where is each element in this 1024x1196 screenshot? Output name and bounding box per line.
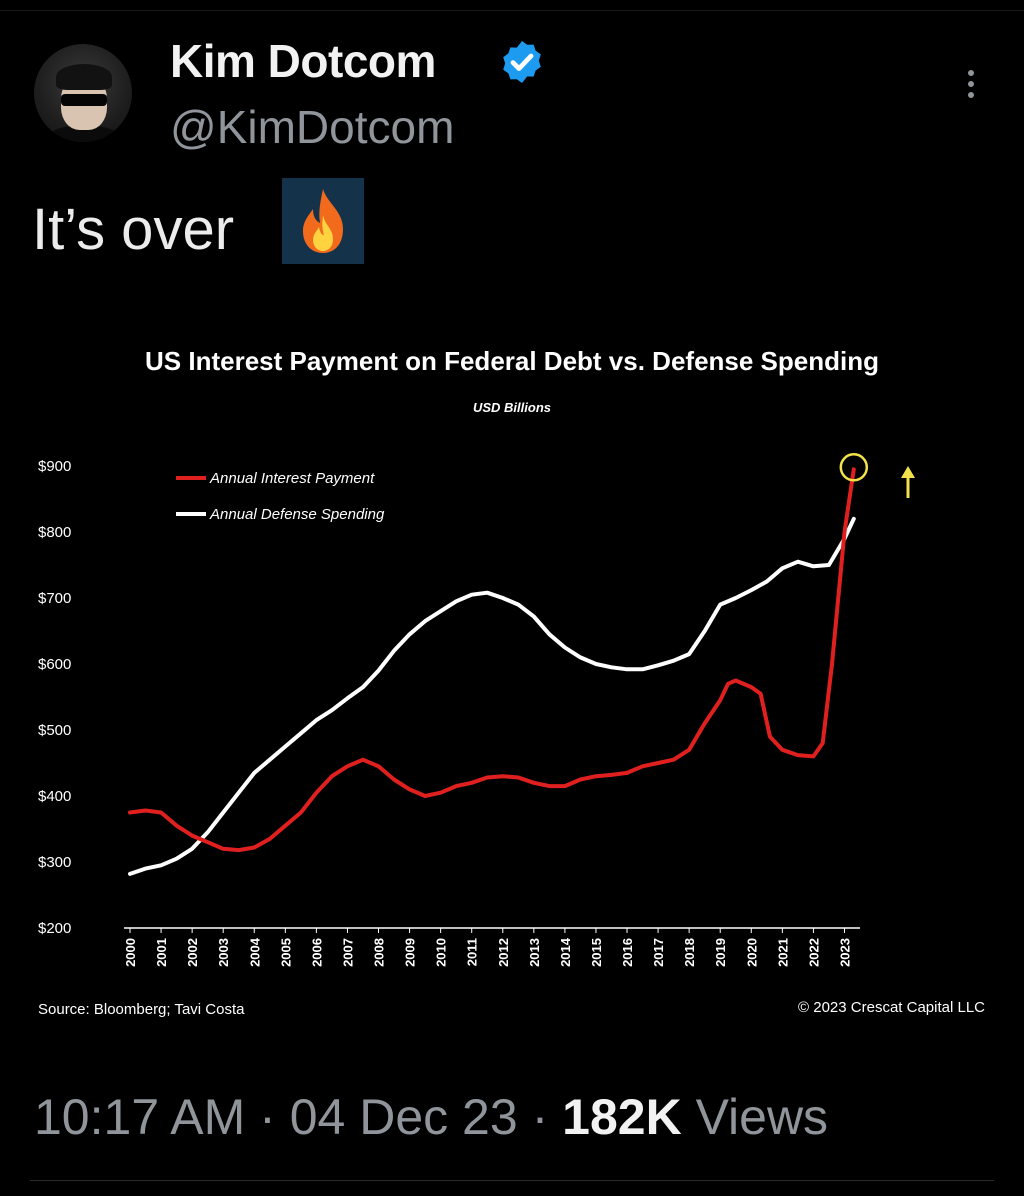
series-line-defense — [128, 516, 856, 876]
x-tick-label: 2009 — [403, 938, 418, 967]
up-arrow-icon — [901, 466, 915, 498]
y-tick-label: $800 — [38, 524, 71, 541]
more-dot — [968, 92, 974, 98]
views-count: 182K — [562, 1089, 682, 1145]
fire-emoji-icon — [282, 178, 364, 264]
timestamp-date: 04 Dec 23 — [289, 1089, 518, 1145]
more-dot — [968, 81, 974, 87]
verified-badge-icon — [503, 41, 541, 83]
timestamp-time: 10:17 AM — [34, 1089, 246, 1145]
avatar-body-shape — [44, 126, 124, 142]
series-line-interest — [128, 467, 856, 853]
up-arrow-head — [901, 466, 915, 478]
x-tick-label: 2006 — [309, 938, 324, 967]
peak-highlight-circle — [839, 453, 869, 482]
y-tick-label: $400 — [38, 788, 71, 805]
x-tick-label: 2007 — [340, 938, 355, 967]
legend-label-interest: Annual Interest Payment — [209, 470, 375, 487]
y-tick-label: $200 — [38, 920, 71, 937]
x-tick-label: 2005 — [278, 938, 293, 967]
tweet-timestamp[interactable]: 10:17 AM · 04 Dec 23 · 182K Views — [34, 1088, 828, 1146]
interest-vs-defense-chart: US Interest Payment on Federal Debt vs. … — [38, 346, 985, 1018]
y-axis: $900 $800 $700 $600 $500 $400 $300 $200 — [38, 458, 71, 937]
y-tick-label: $300 — [38, 854, 71, 871]
chart-legend: Annual Interest Payment Annual Defense S… — [176, 470, 385, 523]
more-options-icon[interactable] — [962, 70, 980, 106]
chart-title: US Interest Payment on Federal Debt vs. … — [145, 346, 879, 376]
views-separator: · — [531, 1089, 549, 1145]
series-lines — [128, 467, 856, 876]
legend-label-defense: Annual Defense Spending — [209, 506, 385, 523]
x-tick-label: 2011 — [465, 938, 480, 966]
chart-source: Source: Bloomberg; Tavi Costa — [38, 1001, 245, 1018]
verified-check-shape — [510, 53, 534, 71]
chart-subtitle: USD Billions — [473, 400, 551, 415]
flame-inner-shape — [313, 215, 333, 251]
x-tick-label: 2021 — [775, 938, 790, 967]
x-tick-label: 2023 — [837, 938, 852, 967]
display-name[interactable]: Kim Dotcom — [170, 35, 436, 87]
user-handle[interactable]: @KimDotcom — [170, 101, 455, 153]
x-tick-label: 2015 — [589, 938, 604, 967]
avatar-glasses-shape — [61, 94, 107, 106]
x-tick-label: 2010 — [434, 938, 449, 967]
x-tick-label: 2019 — [713, 938, 728, 967]
bottom-divider — [30, 1180, 994, 1181]
x-tick-label: 2012 — [496, 938, 511, 967]
more-dot — [968, 70, 974, 76]
chart-copyright: © 2023 Crescat Capital LLC — [798, 999, 985, 1016]
avatar-hair-shape — [56, 64, 112, 90]
x-tick-label: 2016 — [620, 938, 635, 967]
x-tick-label: 2002 — [185, 938, 200, 967]
x-tick-label: 2014 — [558, 937, 573, 967]
avatar[interactable] — [34, 44, 132, 142]
views-label: Views — [695, 1089, 829, 1145]
x-tick-label: 2004 — [247, 937, 262, 967]
y-tick-label: $700 — [38, 590, 71, 607]
x-tick-label: 2022 — [806, 938, 821, 967]
tweet-text: It’s over — [32, 197, 235, 262]
x-tick-label: 2003 — [216, 938, 231, 967]
top-divider — [0, 10, 1024, 11]
x-tick-label: 2013 — [527, 938, 542, 967]
x-tick-label: 2018 — [682, 938, 697, 967]
timestamp-separator: · — [259, 1089, 276, 1145]
y-tick-label: $500 — [38, 722, 71, 739]
x-tick-label: 2000 — [123, 938, 138, 967]
x-axis: 2000 2001 2002 2003 2004 2005 2006 2007 2008 2009… — [123, 927, 860, 967]
y-tick-label: $900 — [38, 458, 71, 475]
x-tick-label: 2020 — [744, 938, 759, 967]
fire-emoji-graphic — [303, 189, 343, 253]
x-tick-label: 2008 — [372, 938, 387, 967]
y-tick-label: $600 — [38, 656, 71, 673]
x-tick-label: 2017 — [651, 938, 666, 967]
x-tick-label: 2001 — [154, 938, 169, 967]
